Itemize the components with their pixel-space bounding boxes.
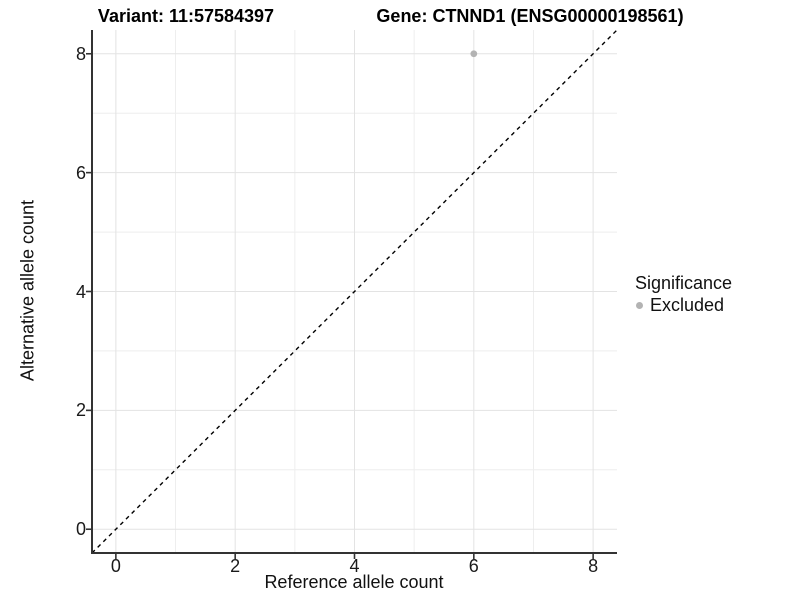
x-axis-label: Reference allele count xyxy=(264,572,444,592)
y-tick-label: 8 xyxy=(75,43,86,64)
y-tick-label: 0 xyxy=(75,519,86,540)
y-tick-label: 2 xyxy=(75,400,86,421)
x-tick-label: 6 xyxy=(468,556,479,576)
y-tick-label: 6 xyxy=(75,162,86,183)
data-point xyxy=(470,50,478,58)
x-tick-label: 4 xyxy=(349,556,360,576)
legend-item-label: Excluded xyxy=(650,295,725,315)
x-tick-label: 0 xyxy=(110,556,121,576)
legend-items: Excluded xyxy=(635,294,732,316)
x-tick-label: 2 xyxy=(230,556,241,576)
identity-reference-line xyxy=(91,29,618,554)
legend-key-dot-icon xyxy=(636,301,643,309)
y-tick-label: 4 xyxy=(75,281,86,302)
legend-item: Excluded xyxy=(636,294,732,316)
plot-title-gene: Gene: CTNND1 (ENSG00000198561) xyxy=(376,6,684,26)
plot-title-variant: Variant: 11:57584397 xyxy=(97,6,275,26)
legend: Significance Excluded xyxy=(635,272,732,316)
legend-title: Significance xyxy=(635,273,733,293)
x-tick-label: 8 xyxy=(588,556,599,576)
